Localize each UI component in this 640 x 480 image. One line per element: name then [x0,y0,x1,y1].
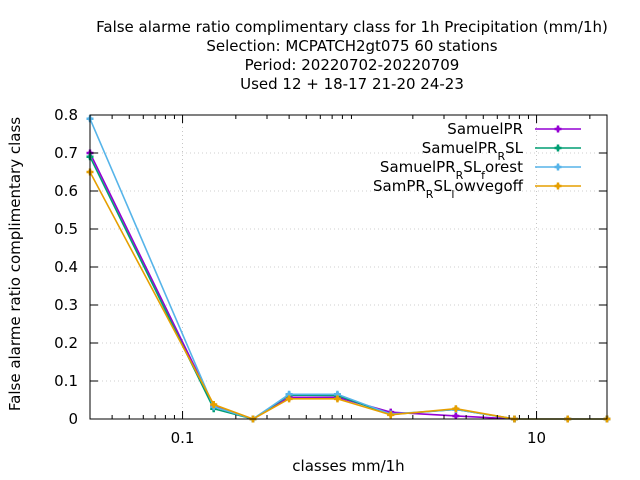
title-line: Period: 20220702-20220709 [245,56,460,74]
x-tick-label: 0.1 [171,429,195,447]
series-line [86,115,611,423]
y-tick-label: 0.4 [54,258,78,276]
series-polyline [89,156,607,420]
legend-entry: SamuelPRRSL [422,139,581,163]
grid [90,115,607,419]
data-point-dot [555,145,561,151]
title-line: Used 12 + 18-17 21-20 24-23 [240,75,464,93]
title-line: Selection: MCPATCH2gt075 60 stations [206,37,497,55]
chart-title: False alarme ratio complimentary class f… [96,18,608,93]
data-point-dot [335,396,340,402]
legend: SamuelPRSamuelPRRSLSamuelPRRSLforestSamP… [373,120,581,201]
title-line: False alarme ratio complimentary class f… [96,18,608,36]
y-tick-label: 0.8 [54,106,78,124]
legend-label: SamuelPRRSL [422,139,524,163]
series-line [86,153,611,423]
series-polyline [89,171,607,420]
data-point-dot [453,406,459,411]
y-tick-label: 0 [68,410,78,428]
y-tick-label: 0.7 [54,144,78,162]
y-tick-label: 0.3 [54,296,78,314]
y-tick-label: 0.2 [54,334,78,352]
legend-entry: SamuelPRRSLforest [380,158,581,182]
plot-area [86,115,611,423]
legend-entry: SamuelPR [447,120,581,138]
plot-frame [89,114,608,420]
y-axis-label: False alarme ratio complimentary class [6,117,24,411]
legend-label: SamuelPRRSLforest [380,158,523,182]
data-point-dot [555,183,561,189]
data-point-dot [555,126,561,132]
data-point-dot [211,402,216,407]
data-point-dot [555,164,561,170]
axis-ticks: 0 0.1 0.2 0.3 0.4 0.5 0.6 0.7 0.8 0.1 10 [54,106,607,447]
y-tick-label: 0.1 [54,372,78,390]
series-polyline [89,118,607,420]
y-tick-label: 0.5 [54,220,78,238]
series-line [86,149,611,423]
series-polyline [89,152,607,420]
x-tick-label: 10 [527,429,546,447]
legend-entry: SamPRRSLlowvegoff [373,177,581,201]
data-point-dot [388,412,393,418]
legend-label: SamPRRSLlowvegoff [373,177,524,201]
y-tick-label: 0.6 [54,182,78,200]
data-point-dot [453,413,459,419]
x-axis-label: classes mm/1h [292,457,404,475]
data-point-dot [286,396,292,402]
legend-label: SamuelPR [447,120,523,138]
